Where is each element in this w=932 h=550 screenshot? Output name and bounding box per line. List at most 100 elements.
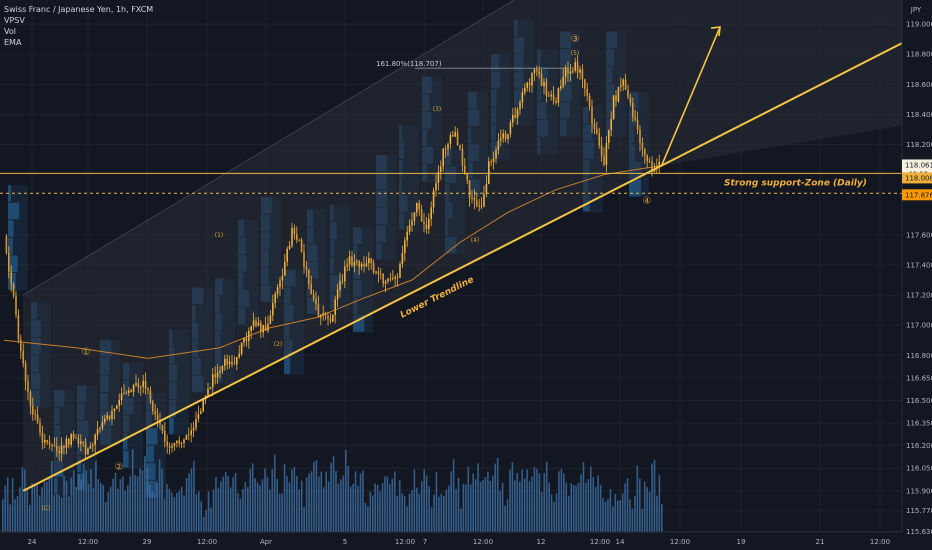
volume-bar — [68, 496, 70, 532]
volume-bars — [2, 449, 663, 532]
volume-bar — [406, 506, 408, 532]
candle-body — [372, 263, 375, 273]
candle-body — [154, 411, 156, 415]
volume-bar — [501, 482, 504, 532]
volume-bar — [239, 498, 242, 532]
volume-bar — [619, 500, 621, 532]
time-tick-label: 12:00 — [78, 538, 98, 546]
price-tick-label: 117.400 — [906, 261, 932, 269]
volume-bar — [536, 468, 538, 532]
time-tick-label: 12:00 — [590, 538, 610, 546]
candle-body — [526, 82, 528, 88]
indicator-vol[interactable]: Vol — [4, 27, 16, 36]
candle-body — [120, 393, 123, 401]
candle-body — [440, 166, 442, 172]
candle-body — [399, 263, 401, 278]
volume-bar — [653, 459, 656, 532]
candle-body — [521, 92, 524, 103]
price-tick-label: 117.600 — [906, 231, 932, 239]
price-tick-label: 118.800 — [906, 51, 932, 59]
candle-body — [332, 315, 334, 322]
candle-body — [130, 390, 132, 393]
volume-bar — [244, 482, 247, 532]
volume-bar — [609, 489, 612, 532]
candle-body — [132, 385, 135, 393]
volume-bar — [112, 478, 114, 532]
volume-bar — [38, 495, 41, 532]
candle-body — [639, 129, 641, 143]
candle-body — [89, 445, 92, 449]
price-axis[interactable]: JPY 119.000 118.800 118.600 118.400 118.200 11… — [901, 0, 932, 550]
indicator-vpsv[interactable]: VPSV — [4, 16, 25, 25]
candle-body — [588, 95, 591, 107]
volume-bar — [222, 476, 225, 532]
candle-body — [418, 202, 420, 210]
candle-body — [48, 442, 51, 445]
candle-body — [497, 140, 500, 150]
candle-body — [617, 86, 620, 102]
price-tick-label: 116.200 — [906, 442, 932, 450]
projection-arrow — [660, 26, 721, 166]
candle-body — [298, 239, 300, 241]
time-tick-label: 5 — [343, 538, 347, 546]
candle-body — [87, 448, 89, 455]
candle-body — [15, 295, 17, 315]
volume-bar — [418, 493, 421, 532]
volume-bar — [389, 484, 391, 532]
time-tick-label: 29 — [143, 538, 152, 546]
volume-bar — [2, 499, 4, 532]
candle-body — [586, 88, 588, 96]
candle-body — [509, 122, 512, 135]
candle-body — [452, 134, 454, 137]
volume-bar — [582, 462, 585, 532]
ema-path — [3, 165, 662, 359]
volume-bar — [560, 468, 563, 532]
candle-body — [216, 372, 219, 378]
volume-bar — [171, 492, 173, 532]
vpsv-row — [8, 255, 18, 272]
candle-body — [94, 434, 96, 445]
vpsv-row — [8, 220, 14, 237]
candle-body — [135, 383, 137, 386]
volume-bar — [550, 494, 553, 532]
candle-body — [245, 338, 248, 342]
candle-body — [183, 439, 185, 444]
volume-bar — [300, 480, 303, 532]
time-tick-label: 12 — [537, 538, 546, 546]
candle-body — [464, 165, 466, 174]
volume-bar — [626, 478, 629, 532]
volume-bar — [168, 488, 171, 532]
volume-bar — [398, 480, 401, 532]
volume-bar — [511, 462, 514, 532]
volume-bar — [139, 468, 141, 532]
candle-body — [240, 342, 243, 354]
wave-minor-label: (5) — [571, 50, 580, 57]
candle-body — [288, 245, 291, 249]
time-axis[interactable]: 24 12:00 29 12:00 Apr 5 12:00 7 12:00 12 12:00 14 12… — [0, 531, 902, 550]
volume-bar — [555, 493, 558, 532]
candle-body — [600, 145, 603, 156]
candle-body — [466, 173, 468, 181]
volume-bar — [460, 508, 462, 532]
candle-body — [488, 161, 490, 184]
volume-bar — [119, 479, 122, 532]
candle-body — [384, 281, 387, 284]
candle-body — [65, 438, 68, 448]
candle-body — [648, 161, 651, 162]
candle-body — [5, 236, 8, 253]
volume-bar — [629, 499, 631, 532]
volume-bar — [6, 477, 9, 532]
volume-bar — [24, 469, 26, 532]
time-tick-label: 12:00 — [670, 538, 690, 546]
candle-body — [454, 132, 456, 137]
candle-body — [10, 271, 12, 284]
indicator-ema[interactable]: EMA — [4, 38, 22, 47]
candle-body — [380, 273, 382, 275]
volume-bar — [352, 483, 354, 532]
support-bottom-label: 117.876 — [905, 191, 932, 199]
candle-body — [560, 86, 562, 89]
candle-body — [272, 302, 274, 316]
symbol-title[interactable]: Swiss Franc / Japanese Yen, 1h, FXCM — [4, 5, 154, 14]
candle-body — [252, 320, 255, 327]
